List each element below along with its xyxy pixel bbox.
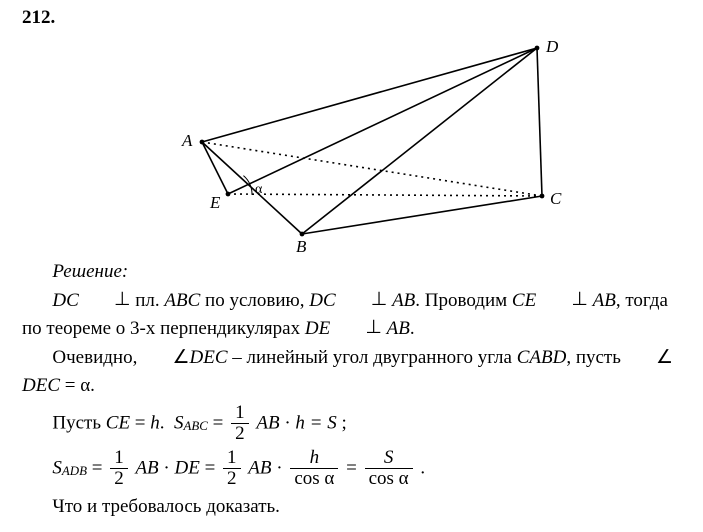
t: = — [205, 458, 216, 479]
svg-text:C: C — [550, 189, 562, 208]
t: . — [160, 413, 165, 434]
t: DE — [305, 318, 330, 339]
solution-heading: Решение: — [22, 258, 681, 286]
angle-icon: ∠ — [142, 344, 189, 372]
t: ; — [342, 413, 347, 434]
qed: Что и требовалось доказать. — [22, 493, 681, 521]
t: CE — [512, 290, 536, 311]
t: – линейный угол двугранного угла — [232, 347, 512, 368]
t: = — [213, 413, 224, 434]
t: Проводим — [425, 290, 507, 311]
t: h — [290, 448, 338, 469]
fraction: 12 — [110, 448, 128, 489]
paragraph-1: DC ⊥ пл. ABC по условию, DC ⊥ AB. Провод… — [22, 287, 681, 342]
t: 1 — [223, 448, 241, 469]
t: 1 — [110, 448, 128, 469]
t: DC — [52, 290, 78, 311]
fraction: hcos α — [290, 448, 338, 489]
t: · — [284, 413, 290, 434]
t: S — [365, 448, 413, 469]
t: h — [295, 413, 305, 434]
t: AB — [135, 458, 158, 479]
t: DC — [309, 290, 335, 311]
fraction: 12 — [223, 448, 241, 489]
svg-text:α: α — [255, 182, 263, 197]
equation-2: SADB = 12 AB · DE = 12 AB · hcos α = Sco… — [52, 448, 681, 489]
t: AB — [387, 318, 410, 339]
angle-icon: ∠ — [626, 344, 673, 372]
t: AB — [392, 290, 415, 311]
perp-icon: ⊥ — [84, 286, 131, 314]
t: DEC — [190, 347, 228, 368]
paragraph-2: Очевидно, ∠DEC – линейный угол двугранно… — [22, 344, 681, 399]
fraction: 12 — [231, 403, 249, 444]
t: Пусть — [52, 413, 101, 434]
t: · — [276, 458, 282, 479]
t: ABC — [164, 290, 200, 311]
t: 1 — [231, 403, 249, 424]
t: CABD — [517, 347, 567, 368]
svg-text:E: E — [209, 193, 221, 212]
t: Очевидно, — [52, 347, 137, 368]
t: 2 — [231, 424, 249, 444]
perp-icon: ⊥ — [340, 286, 387, 314]
t: = S — [310, 413, 337, 434]
t: h — [150, 413, 160, 434]
t: S — [174, 413, 184, 434]
equation-1: Пусть CE = h. SABC = 12 AB · h = S ; — [52, 403, 681, 444]
problem-number: 212. — [22, 4, 681, 32]
t: DE — [175, 458, 200, 479]
t: AB — [593, 290, 616, 311]
t: AB — [248, 458, 271, 479]
t: ABC — [184, 418, 208, 433]
t: по условию, — [205, 290, 304, 311]
fraction: Scos α — [365, 448, 413, 489]
perp-icon: ⊥ — [541, 286, 588, 314]
svg-text:A: A — [181, 131, 193, 150]
t: = — [346, 458, 357, 479]
perp-icon: ⊥ — [335, 314, 382, 342]
t: CE — [106, 413, 130, 434]
t: 2 — [223, 469, 241, 489]
t: cos α — [365, 469, 413, 489]
t: , пусть — [566, 347, 621, 368]
t: DEC — [22, 375, 60, 396]
t: cos α — [290, 469, 338, 489]
t: AB — [256, 413, 279, 434]
svg-text:D: D — [545, 37, 559, 56]
t: = α. — [65, 375, 95, 396]
svg-text:B: B — [296, 237, 307, 254]
t: · — [163, 458, 169, 479]
t: пл. — [135, 290, 159, 311]
t: = — [135, 413, 146, 434]
t: 2 — [110, 469, 128, 489]
solution-heading-text: Решение: — [52, 261, 128, 282]
t: = — [92, 458, 103, 479]
t: S — [52, 458, 62, 479]
t: ADB — [62, 463, 87, 478]
figure-wrap: A E B C Dα — [22, 34, 681, 254]
geometry-diagram: A E B C Dα — [132, 34, 572, 254]
